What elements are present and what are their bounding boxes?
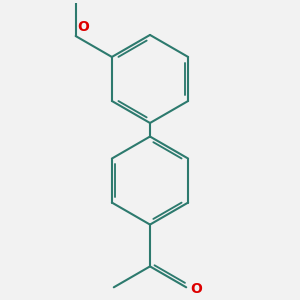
Text: O: O — [190, 282, 202, 296]
Text: O: O — [77, 20, 89, 34]
